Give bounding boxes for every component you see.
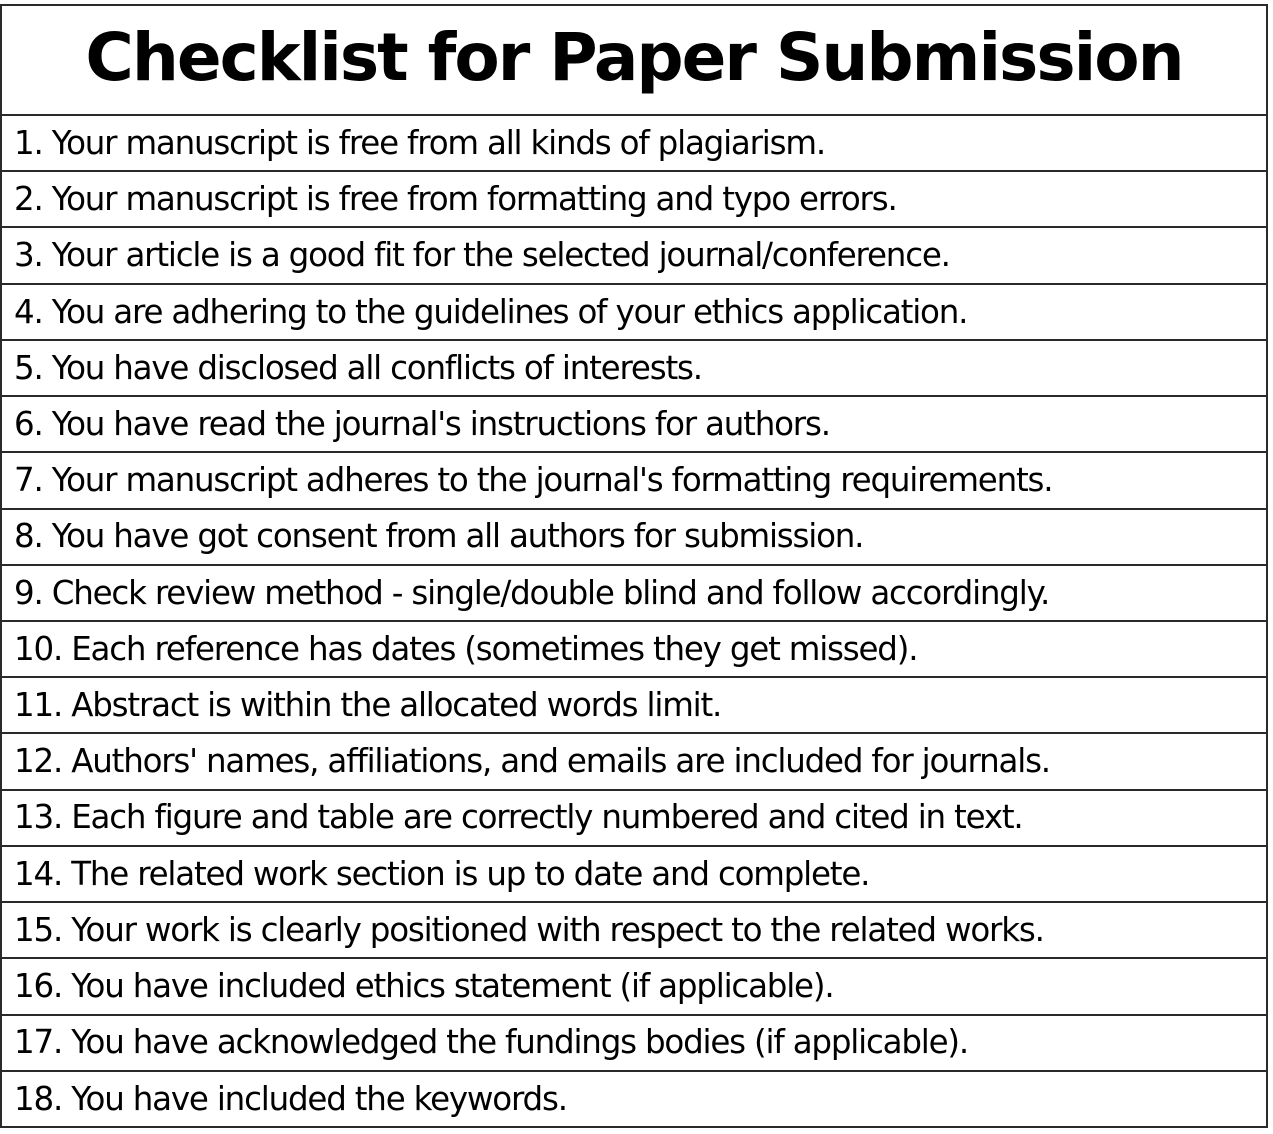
checklist-item-text: 6. You have read the journal's instructi…: [14, 404, 831, 443]
checklist-item: 7. Your manuscript adheres to the journa…: [2, 453, 1266, 510]
checklist-item: 18. You have included the keywords.: [2, 1072, 1266, 1126]
checklist-item: 14. The related work section is up to da…: [2, 847, 1266, 904]
checklist-item-text: 17. You have acknowledged the fundings b…: [14, 1023, 969, 1062]
checklist-item: 15. Your work is clearly positioned with…: [2, 903, 1266, 960]
checklist-item-text: 9. Check review method - single/double b…: [14, 573, 1050, 612]
page-title: Checklist for Paper Submission: [85, 19, 1184, 96]
checklist-item: 1. Your manuscript is free from all kind…: [2, 116, 1266, 173]
title-row: Checklist for Paper Submission: [2, 6, 1266, 116]
checklist-item: 3. Your article is a good fit for the se…: [2, 228, 1266, 285]
checklist-item-text: 4. You are adhering to the guidelines of…: [14, 292, 968, 331]
checklist-item: 9. Check review method - single/double b…: [2, 566, 1266, 622]
checklist-item: 12. Authors' names, affiliations, and em…: [2, 734, 1266, 791]
checklist-item: 8. You have got consent from all authors…: [2, 510, 1266, 566]
checklist-item: 13. Each figure and table are correctly …: [2, 791, 1266, 847]
checklist-item: 2. Your manuscript is free from formatti…: [2, 172, 1266, 229]
checklist-table: Checklist for Paper Submission 1. Your m…: [0, 4, 1268, 1128]
checklist-item: 5. You have disclosed all conflicts of i…: [2, 341, 1266, 398]
checklist-item: 6. You have read the journal's instructi…: [2, 397, 1266, 454]
checklist-item-text: 11. Abstract is within the allocated wor…: [14, 686, 722, 725]
checklist-item-text: 14. The related work section is up to da…: [14, 854, 870, 893]
checklist-item-text: 3. Your article is a good fit for the se…: [14, 236, 951, 275]
checklist-item: 16. You have included ethics statement (…: [2, 959, 1266, 1016]
checklist-item-text: 12. Authors' names, affiliations, and em…: [14, 742, 1051, 781]
checklist-item-text: 7. Your manuscript adheres to the journa…: [14, 461, 1054, 500]
checklist-item: 17. You have acknowledged the fundings b…: [2, 1016, 1266, 1072]
checklist-item-text: 1. Your manuscript is free from all kind…: [14, 123, 826, 162]
checklist-item: 11. Abstract is within the allocated wor…: [2, 678, 1266, 735]
checklist-item-text: 2. Your manuscript is free from formatti…: [14, 180, 898, 219]
checklist-item-text: 16. You have included ethics statement (…: [14, 967, 835, 1006]
checklist-item: 4. You are adhering to the guidelines of…: [2, 285, 1266, 341]
checklist-item-text: 15. Your work is clearly positioned with…: [14, 910, 1045, 949]
checklist-item-text: 18. You have included the keywords.: [14, 1079, 568, 1118]
checklist-item: 10. Each reference has dates (sometimes …: [2, 622, 1266, 679]
checklist-item-text: 13. Each figure and table are correctly …: [14, 798, 1024, 837]
checklist-items: 1. Your manuscript is free from all kind…: [2, 116, 1266, 1126]
checklist-item-text: 8. You have got consent from all authors…: [14, 517, 865, 556]
checklist-item-text: 10. Each reference has dates (sometimes …: [14, 629, 919, 668]
checklist-item-text: 5. You have disclosed all conflicts of i…: [14, 348, 703, 387]
